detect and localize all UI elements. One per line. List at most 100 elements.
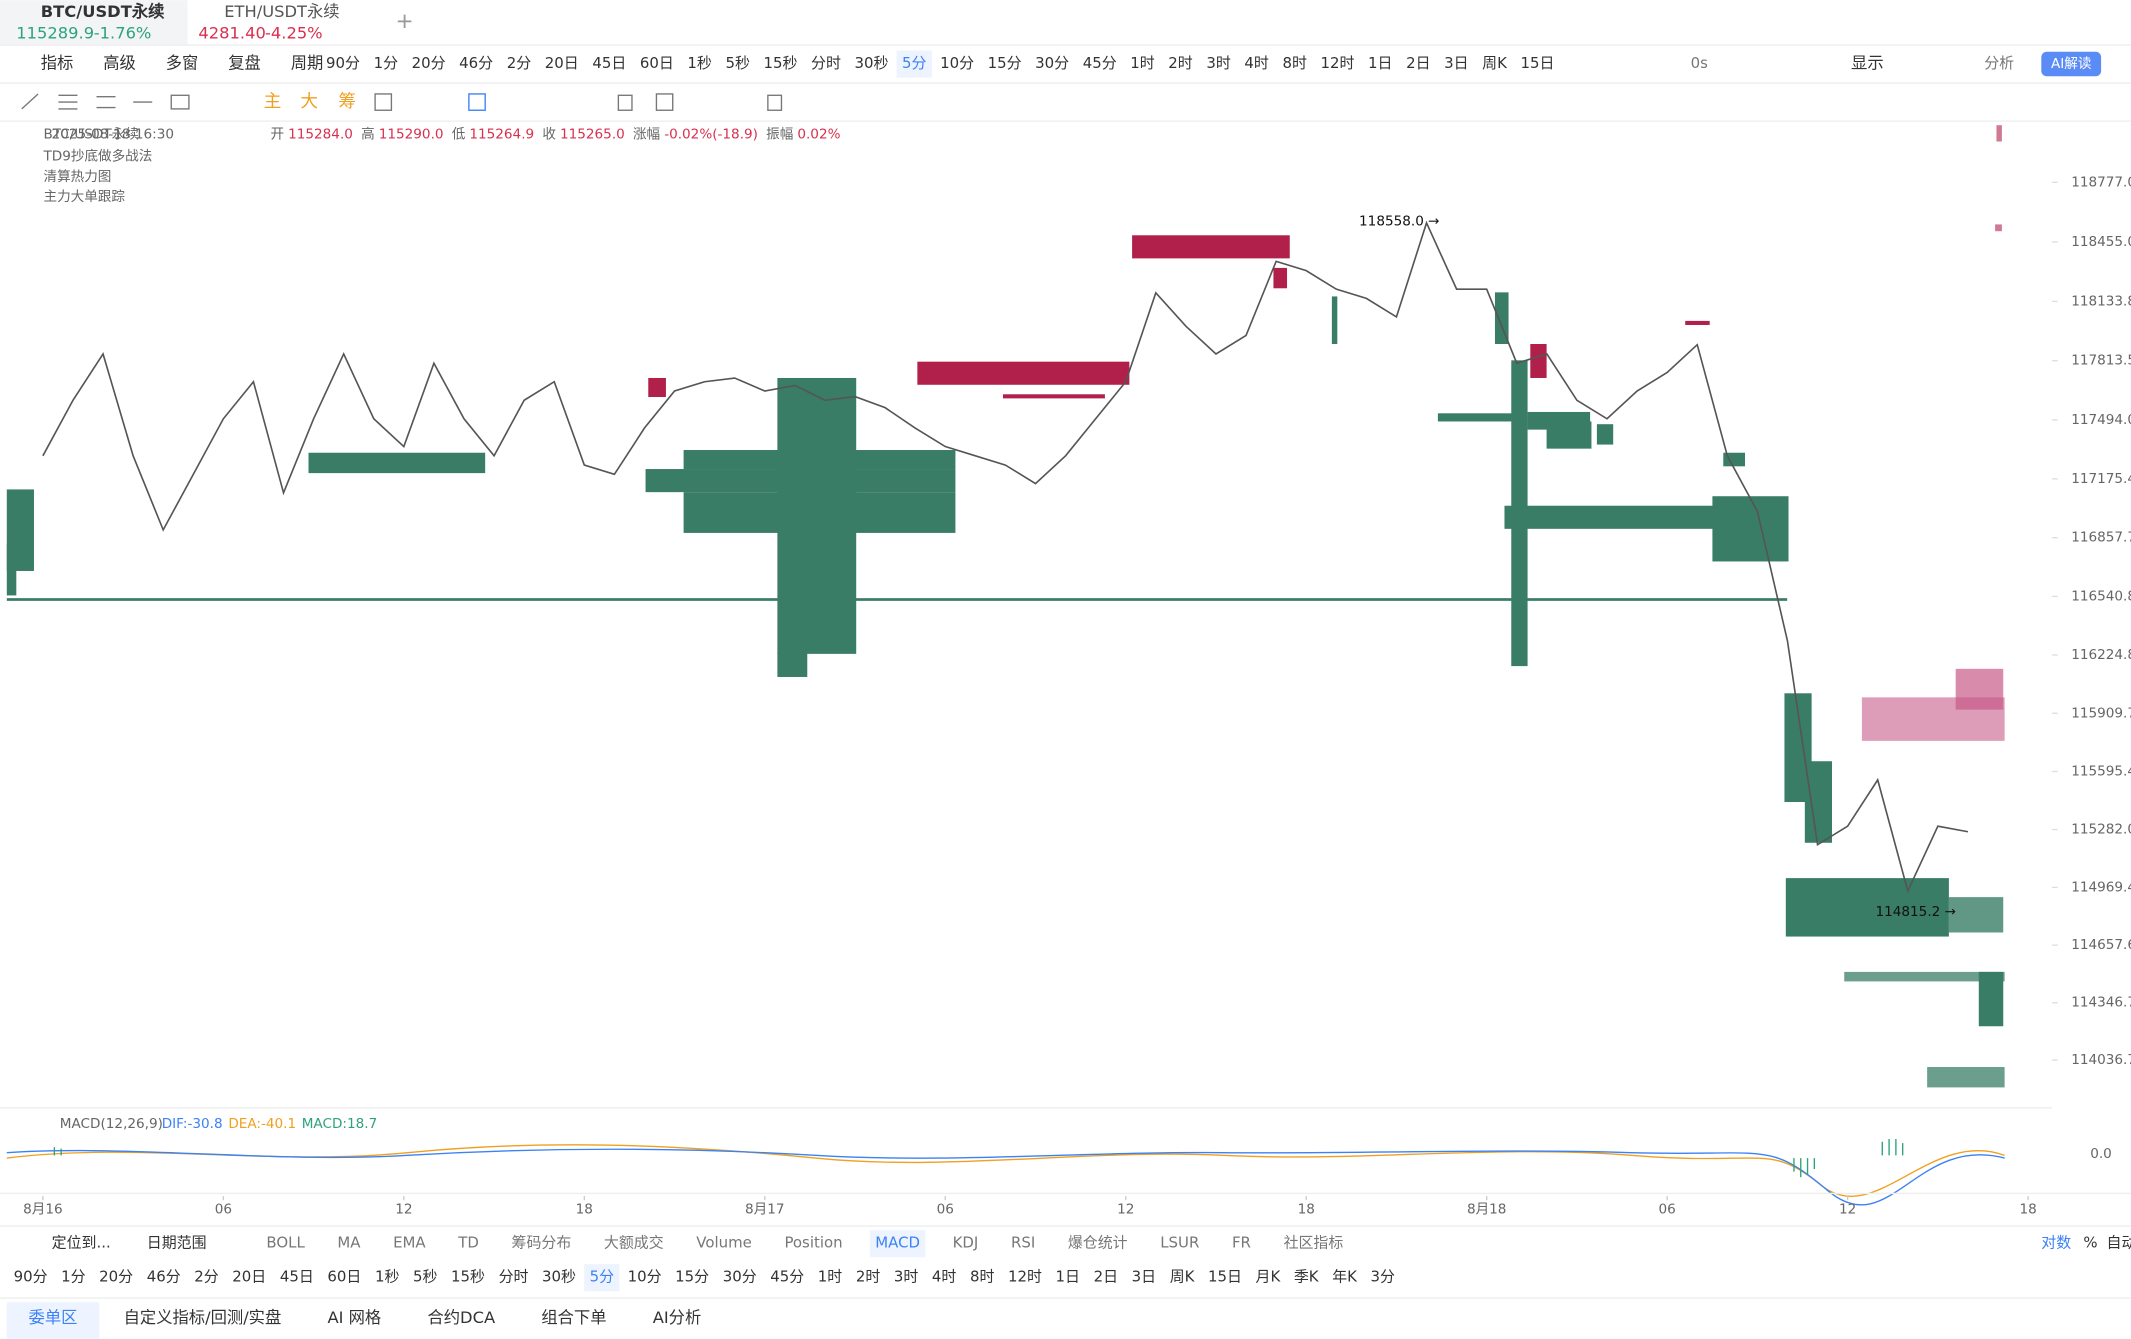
toolbar-right[interactable]: 显示	[1851, 54, 1884, 73]
tool[interactable]: 多窗	[166, 54, 199, 73]
tab-symbol[interactable]: BTC/USDT永续	[41, 2, 165, 21]
indicator-tab[interactable]: RSI	[1011, 1234, 1035, 1252]
period[interactable]: 2时	[1168, 54, 1193, 72]
period[interactable]: 12时	[1008, 1268, 1042, 1286]
period[interactable]: 1日	[1056, 1268, 1080, 1286]
toolbar-right[interactable]: 分析	[1984, 54, 2014, 72]
date-range[interactable]: 日期范围	[147, 1234, 207, 1252]
period[interactable]: 5秒	[725, 54, 750, 72]
info[interactable]: BTC/USDT永续	[43, 127, 138, 143]
period[interactable]: 4时	[932, 1268, 957, 1286]
period[interactable]: 8时	[970, 1268, 995, 1286]
period[interactable]: 30秒	[542, 1268, 576, 1286]
indicator-tab[interactable]: 爆仓统计	[1068, 1234, 1128, 1252]
toolbar-right[interactable]: 0s	[1691, 54, 1709, 72]
scale-opt[interactable]: %	[2083, 1234, 2097, 1252]
bottom-tab[interactable]: 自定义指标/回测/实盘	[124, 1308, 282, 1327]
period[interactable]: 1时	[818, 1268, 843, 1286]
period[interactable]: 15分	[675, 1268, 709, 1286]
period[interactable]: 分时	[811, 54, 841, 72]
period[interactable]: 2日	[1406, 54, 1430, 72]
tool[interactable]: 高级	[103, 54, 136, 73]
period[interactable]: 3日	[1132, 1268, 1156, 1286]
bottom-tab[interactable]: 委单区	[29, 1308, 78, 1327]
period[interactable]: 2时	[856, 1268, 881, 1286]
add-tab[interactable]: +	[395, 9, 413, 34]
period[interactable]: 4时	[1244, 54, 1269, 72]
period[interactable]: 3时	[1206, 54, 1231, 72]
period[interactable]: 10分	[628, 1268, 662, 1286]
tab-symbol[interactable]: ETH/USDT永续	[224, 2, 339, 21]
period[interactable]: 15日	[1208, 1268, 1242, 1286]
indicator-tab[interactable]: MACD	[875, 1234, 920, 1252]
period[interactable]: 1秒	[687, 54, 712, 72]
period[interactable]: 1时	[1130, 54, 1155, 72]
indicator-tab[interactable]: TD	[457, 1234, 479, 1252]
period[interactable]: 60日	[327, 1268, 361, 1286]
bottom-tab[interactable]: AI 网格	[328, 1308, 382, 1327]
bottom-tab[interactable]: AI分析	[653, 1308, 702, 1327]
period[interactable]: 10分	[940, 54, 974, 72]
indicator-tab[interactable]: 大额成交	[604, 1234, 664, 1252]
indicator-tab[interactable]: Volume	[696, 1234, 752, 1252]
period[interactable]: 1秒	[375, 1268, 400, 1286]
indicator-tab[interactable]: EMA	[393, 1234, 426, 1252]
period[interactable]: 3日	[1444, 54, 1468, 72]
indicator-tab[interactable]: MA	[337, 1234, 361, 1252]
period[interactable]: 2日	[1094, 1268, 1118, 1286]
scale-opt[interactable]: 自动	[2107, 1234, 2131, 1252]
indicator-tab[interactable]: Position	[784, 1234, 842, 1252]
period[interactable]: 90分	[326, 54, 360, 72]
period[interactable]: 5分	[590, 1268, 615, 1286]
tool-chip[interactable]: 筹	[338, 91, 356, 112]
period[interactable]: 周K	[1482, 54, 1508, 72]
period[interactable]: 8时	[1282, 54, 1307, 72]
period[interactable]: 5秒	[413, 1268, 438, 1286]
bottom-tab[interactable]: 合约DCA	[427, 1308, 496, 1327]
period[interactable]: 90分	[14, 1268, 48, 1286]
period[interactable]: 5分	[902, 54, 927, 72]
indicator-tab[interactable]: 社区指标	[1284, 1234, 1344, 1252]
locate[interactable]: 定位到...	[52, 1234, 111, 1252]
indicator-tab[interactable]: FR	[1232, 1234, 1251, 1252]
period[interactable]: 30分	[1035, 54, 1069, 72]
period[interactable]: 46分	[147, 1268, 181, 1286]
indicator-tab[interactable]: BOLL	[266, 1234, 305, 1252]
tool-big[interactable]: 大	[300, 91, 318, 112]
ai-button[interactable]	[2041, 51, 2102, 77]
bottom-tab[interactable]: 组合下单	[541, 1308, 606, 1327]
period[interactable]: 45日	[592, 54, 626, 72]
period[interactable]: 1分	[374, 54, 399, 72]
period[interactable]: 30秒	[855, 54, 889, 72]
period[interactable]: 45分	[1083, 54, 1117, 72]
period[interactable]: 45日	[280, 1268, 314, 1286]
period[interactable]: 20分	[99, 1268, 133, 1286]
period[interactable]: 15秒	[451, 1268, 485, 1286]
period[interactable]: 月K	[1256, 1268, 1282, 1286]
period[interactable]: 60日	[640, 54, 674, 72]
period[interactable]: 2分	[194, 1268, 219, 1286]
period[interactable]: 15分	[988, 54, 1022, 72]
period[interactable]: 年K	[1332, 1268, 1358, 1286]
period[interactable]: 3分	[1371, 1268, 1396, 1286]
period[interactable]: 2分	[507, 54, 532, 72]
tool-main[interactable]: 主	[264, 91, 282, 112]
period[interactable]: 季K	[1294, 1268, 1320, 1286]
tool[interactable]: 指标	[41, 54, 74, 73]
toolbar-right[interactable]: AI解读	[2051, 56, 2092, 72]
tool[interactable]: 复盘	[228, 54, 261, 73]
period[interactable]: 45分	[770, 1268, 804, 1286]
period[interactable]: 12时	[1320, 54, 1354, 72]
period[interactable]: 20日	[545, 54, 579, 72]
period[interactable]: 20分	[412, 54, 446, 72]
indicator-tab[interactable]: 筹码分布	[512, 1234, 572, 1252]
period[interactable]: 周K	[1170, 1268, 1196, 1286]
period[interactable]: 30分	[723, 1268, 757, 1286]
info[interactable]: 2025-08-18 16:30	[52, 127, 174, 143]
period[interactable]: 3时	[894, 1268, 919, 1286]
indicator-tab[interactable]: KDJ	[953, 1234, 979, 1252]
period[interactable]: 15日	[1520, 54, 1554, 72]
indicator-tab[interactable]: LSUR	[1160, 1234, 1199, 1252]
period[interactable]: 46分	[459, 54, 493, 72]
period[interactable]: 20日	[232, 1268, 266, 1286]
